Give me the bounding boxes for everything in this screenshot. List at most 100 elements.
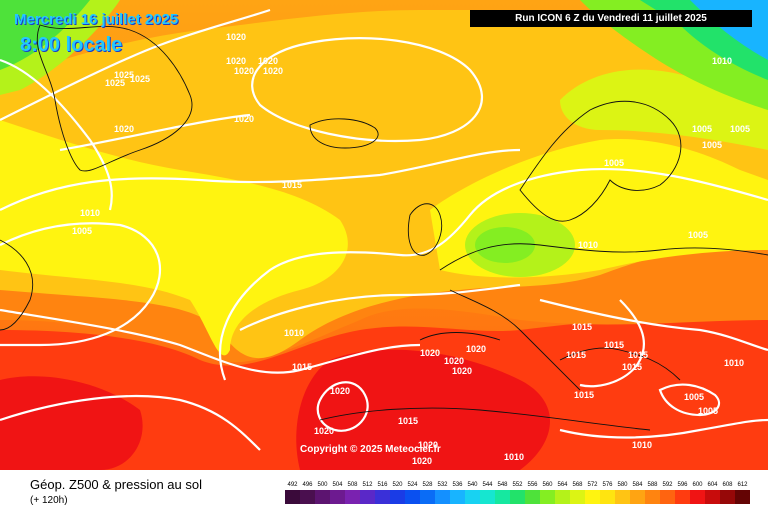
isobar-value-label: 1015 xyxy=(282,180,303,190)
isobar-value-label: 1010 xyxy=(632,440,653,450)
isobar-line xyxy=(559,418,768,439)
isobar-value-label: 1020 xyxy=(420,348,441,358)
isobar-value-label: 1005 xyxy=(72,226,93,236)
color-scale-swatch xyxy=(570,490,585,504)
isobar-value-label: 1015 xyxy=(572,322,593,332)
isobar-value-label: 1020 xyxy=(226,32,247,42)
isobar-line xyxy=(0,308,421,374)
color-scale-label: 508 xyxy=(347,482,358,488)
forecast-time: 8:00 locale xyxy=(20,34,123,56)
color-scale-swatch xyxy=(675,490,690,504)
color-scale-swatch xyxy=(435,490,450,504)
color-scale-label: 612 xyxy=(737,482,748,488)
color-scale-swatches xyxy=(285,490,750,504)
isobar-value-label: 1020 xyxy=(258,56,279,66)
map-canvas xyxy=(0,0,768,470)
color-scale-swatch xyxy=(345,490,360,504)
color-scale-label: 532 xyxy=(437,482,448,488)
color-scale-label: 548 xyxy=(497,482,508,488)
geopotential-zone-green-nw2 xyxy=(0,0,90,70)
isobar-value-label: 1005 xyxy=(688,230,709,240)
isobar-value-label: 1015 xyxy=(628,350,649,360)
isobar-value-label: 1005 xyxy=(702,140,723,150)
isobar-value-label: 1010 xyxy=(578,240,599,250)
color-scale-swatch xyxy=(285,490,300,504)
color-scale-label: 504 xyxy=(332,482,343,488)
color-scale-swatch xyxy=(585,490,600,504)
isobar-value-label: 1015 xyxy=(398,416,419,426)
color-scale-label: 564 xyxy=(557,482,568,488)
geopotential-zone-deep-red xyxy=(296,349,550,470)
color-scale-label: 588 xyxy=(647,482,658,488)
color-scale-label: 560 xyxy=(542,482,553,488)
color-scale-swatch xyxy=(465,490,480,504)
color-scale-label: 600 xyxy=(692,482,703,488)
coastline-iceland xyxy=(309,118,379,149)
color-scale-label: 572 xyxy=(587,482,598,488)
color-scale-label: 580 xyxy=(617,482,628,488)
color-scale-labels: 492 496 500 504 508 512 516 520 524 528 532 536 540 5… xyxy=(285,480,750,490)
color-scale-label: 536 xyxy=(452,482,463,488)
color-scale-label: 592 xyxy=(662,482,673,488)
isobar-line xyxy=(0,58,113,211)
color-scale-label: 492 xyxy=(287,482,298,488)
forecast-lead-time: (+ 120h) xyxy=(30,495,68,506)
isobar-line xyxy=(239,283,521,331)
color-scale-swatch xyxy=(690,490,705,504)
color-scale-swatch xyxy=(645,490,660,504)
color-scale-label: 512 xyxy=(362,482,373,488)
isobar-value-label: 1015 xyxy=(622,362,643,372)
color-scale-label: 552 xyxy=(512,482,523,488)
coastline-greenland xyxy=(36,24,193,172)
isobar-value-label: 1015 xyxy=(574,390,595,400)
color-scale-swatch xyxy=(630,490,645,504)
color-scale-swatch xyxy=(390,490,405,504)
isobar-line xyxy=(316,381,369,432)
isobar-line xyxy=(218,167,768,381)
color-scale: 492 496 500 504 508 512 516 520 524 528 532 536 540 5… xyxy=(285,480,750,504)
map-title: Géop. Z500 & pression au sol xyxy=(30,477,202,492)
isobar-value-label: 1010 xyxy=(724,358,745,368)
color-scale-swatch xyxy=(375,490,390,504)
coastline-africa xyxy=(319,407,651,431)
isobar-value-label: 1025 xyxy=(105,78,126,88)
model-run-label: Run ICON 6 Z du Vendredi 11 juillet 2025 xyxy=(470,10,752,27)
isobar-value-label: 1005 xyxy=(692,124,713,134)
color-scale-label: 528 xyxy=(422,482,433,488)
color-scale-label: 496 xyxy=(302,482,313,488)
color-scale-swatch xyxy=(705,490,720,504)
color-scale-label: 544 xyxy=(482,482,493,488)
color-scale-label: 524 xyxy=(407,482,418,488)
color-scale-swatch xyxy=(405,490,420,504)
color-scale-swatch xyxy=(480,490,495,504)
color-scale-swatch xyxy=(510,490,525,504)
isobar-value-label: 1005 xyxy=(604,158,625,168)
isobar-value-label: 1020 xyxy=(466,344,487,354)
isobar-value-label: 1020 xyxy=(452,366,473,376)
isobar-line xyxy=(0,222,162,347)
isobar-value-label: 1015 xyxy=(604,340,625,350)
color-scale-label: 540 xyxy=(467,482,478,488)
color-scale-swatch xyxy=(555,490,570,504)
coastline-scandinavia xyxy=(519,100,682,222)
forecast-date: Mercredi 16 juillet 2025 xyxy=(14,11,179,28)
footer: Géop. Z500 & pression au sol (+ 120h) 49… xyxy=(0,470,768,512)
color-scale-swatch xyxy=(540,490,555,504)
color-scale-swatch xyxy=(300,490,315,504)
isobar-line xyxy=(0,148,521,211)
color-scale-swatch xyxy=(360,490,375,504)
color-scale-swatch xyxy=(660,490,675,504)
color-scale-swatch xyxy=(315,490,330,504)
color-scale-label: 516 xyxy=(377,482,388,488)
copyright-notice: Copyright © 2025 Meteociel.fr xyxy=(300,444,441,455)
isobar-line xyxy=(658,383,721,417)
coastlines xyxy=(0,24,768,431)
isobar-line xyxy=(0,394,261,451)
color-scale-swatch xyxy=(330,490,345,504)
color-scale-label: 556 xyxy=(527,482,538,488)
isobar-line xyxy=(251,37,483,143)
color-scale-swatch xyxy=(720,490,735,504)
isobar-value-label: 1025 xyxy=(130,74,151,84)
color-scale-label: 584 xyxy=(632,482,643,488)
color-scale-label: 608 xyxy=(722,482,733,488)
